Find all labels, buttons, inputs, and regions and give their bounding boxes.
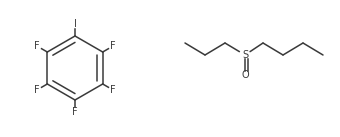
Text: O: O (241, 70, 249, 80)
Text: F: F (34, 85, 40, 95)
Text: F: F (72, 107, 78, 117)
Text: F: F (110, 41, 116, 51)
Text: F: F (110, 85, 116, 95)
Text: I: I (73, 19, 76, 29)
Text: F: F (34, 41, 40, 51)
Text: S: S (242, 50, 248, 60)
